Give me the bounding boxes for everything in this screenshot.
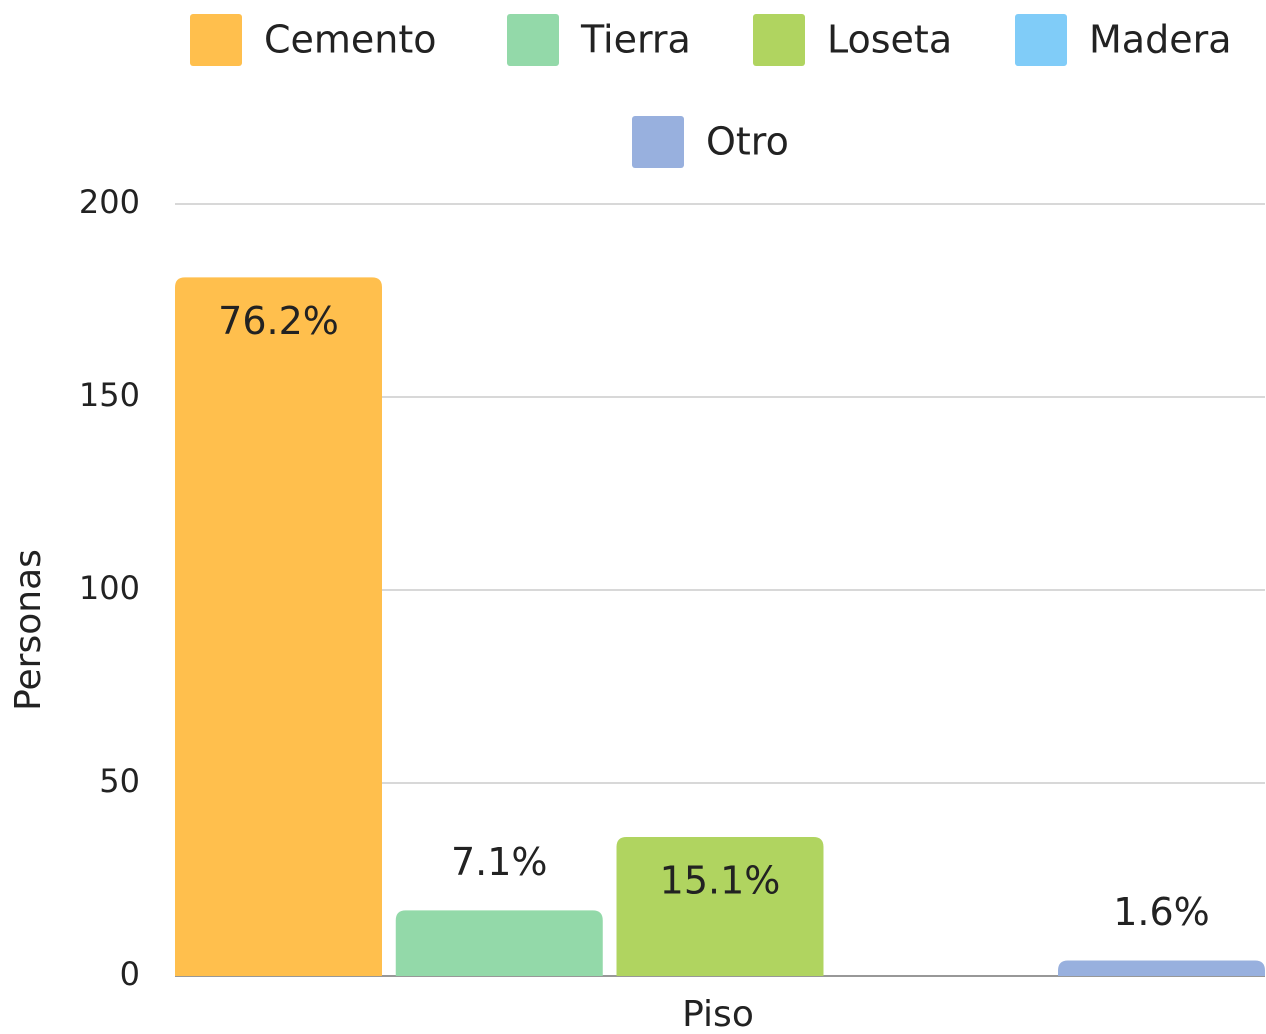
legend-swatch <box>190 14 242 66</box>
value-label: 76.2% <box>218 299 339 343</box>
y-tick-label: 0 <box>120 955 140 993</box>
x-axis-label: Piso <box>682 994 754 1034</box>
legend-swatch <box>753 14 805 66</box>
legend-swatch <box>507 14 559 66</box>
bar <box>395 910 603 976</box>
y-tick-label: 150 <box>79 376 140 414</box>
value-label: 1.6% <box>1113 890 1210 934</box>
bar <box>616 837 824 976</box>
legend-label: Cemento <box>264 18 437 62</box>
value-label: 7.1% <box>451 840 548 884</box>
y-tick-label: 200 <box>79 183 140 221</box>
y-tick-label: 50 <box>99 762 140 800</box>
bar <box>1058 960 1265 976</box>
value-label: 15.1% <box>660 859 781 903</box>
legend-label: Madera <box>1089 18 1231 62</box>
legend-label: Tierra <box>580 18 691 62</box>
legend-swatch <box>1015 14 1067 66</box>
legend-swatch <box>632 116 684 168</box>
legend-label: Loseta <box>827 18 952 62</box>
y-axis-label: Personas <box>8 549 49 711</box>
legend-label: Otro <box>706 120 789 164</box>
y-tick-label: 100 <box>79 569 140 607</box>
bar <box>175 277 382 977</box>
